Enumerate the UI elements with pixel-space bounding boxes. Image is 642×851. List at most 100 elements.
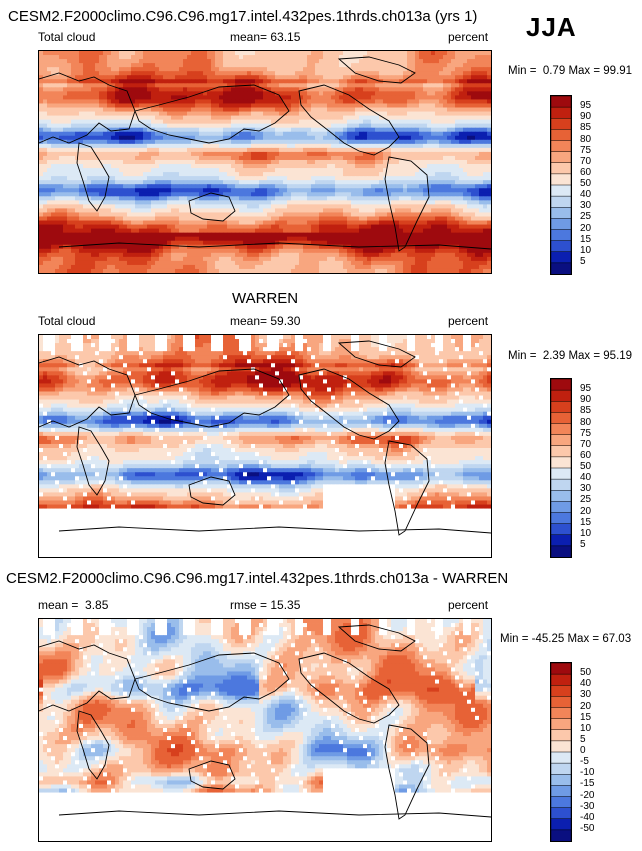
panel2-map <box>38 334 492 558</box>
panel2-minmax: Min = 2.39 Max = 95.19 <box>508 350 632 362</box>
coastline <box>337 340 416 368</box>
colorbar-swatch <box>551 478 571 491</box>
colorbar-swatch <box>551 389 571 402</box>
coastline <box>337 56 416 84</box>
coastline <box>134 84 290 144</box>
coastline <box>39 640 136 712</box>
colorbar-tick-label: 90 <box>580 394 592 406</box>
panel1-map <box>38 50 492 274</box>
colorbar-tick-label: 40 <box>580 189 592 201</box>
coastline <box>298 368 400 440</box>
panel2-max-label: Max = <box>568 350 601 362</box>
map-field-cells <box>39 51 491 273</box>
colorbar-tick-label: 20 <box>580 700 592 712</box>
colorbar-tick-label: 15 <box>580 516 592 528</box>
panel3-colorbar <box>550 662 572 842</box>
colorbar-tick-label: -20 <box>580 789 595 801</box>
colorbar-swatch <box>551 490 571 503</box>
map-field-cells <box>39 335 491 557</box>
coastline <box>384 440 430 536</box>
colorbar-swatch <box>551 96 571 108</box>
colorbar-tick-label: 40 <box>580 472 592 484</box>
panel3-colorbar-swatches <box>551 663 571 841</box>
colorbar-tick-label: -40 <box>580 811 595 823</box>
colorbar-tick-label: 20 <box>580 505 592 517</box>
panel3-map <box>38 618 492 842</box>
colorbar-tick-label: 85 <box>580 122 592 134</box>
colorbar-swatch <box>551 262 571 274</box>
colorbar-swatch <box>551 118 571 131</box>
colorbar-tick-label: 10 <box>580 722 592 734</box>
colorbar-swatch <box>551 412 571 425</box>
colorbar-tick-label: 75 <box>580 427 592 439</box>
panel2-map-field <box>39 335 491 557</box>
panel2-max-value: 95.19 <box>603 350 633 362</box>
colorbar-tick-label: 5 <box>580 733 586 745</box>
colorbar-swatch <box>551 184 571 197</box>
colorbar-swatch <box>551 240 571 253</box>
colorbar-swatch <box>551 129 571 142</box>
colorbar-swatch <box>551 512 571 525</box>
coastline <box>134 368 290 428</box>
coastline <box>384 724 430 820</box>
colorbar-swatch <box>551 829 571 841</box>
colorbar-swatch <box>551 807 571 820</box>
panel1-minmax: Min = 0.79 Max = 99.91 <box>508 65 632 77</box>
panel2-mean-label: mean= <box>230 314 268 328</box>
colorbar-swatch <box>551 796 571 809</box>
colorbar-tick-label: 70 <box>580 155 592 167</box>
colorbar-swatch <box>551 456 571 469</box>
panel3-max-value: 67.03 <box>602 633 632 645</box>
panel2-units: percent <box>448 314 489 328</box>
colorbar-swatch <box>551 762 571 775</box>
panel2-mean-value: 59.30 <box>270 314 301 328</box>
colorbar-swatch <box>551 523 571 536</box>
colorbar-tick-label: 50 <box>580 461 592 472</box>
colorbar-swatch <box>551 685 571 698</box>
coastline <box>188 476 236 506</box>
colorbar-swatch <box>551 785 571 798</box>
panel1-variable: Total cloud <box>38 30 96 44</box>
coastline <box>76 710 110 780</box>
panel3-mean-label: mean = <box>38 598 79 612</box>
colorbar-swatch <box>551 106 571 119</box>
panel1-max-value: 99.91 <box>603 65 633 77</box>
season-label: JJA <box>526 12 577 42</box>
colorbar-tick-label: 95 <box>580 100 592 112</box>
colorbar-tick-label: -5 <box>580 756 589 768</box>
panel1-mean: mean= 63.15 <box>230 30 300 44</box>
panel2-variable: Total cloud <box>38 314 96 328</box>
panel1-title: CESM2.F2000climo.C96.C96.mg17.intel.432p… <box>8 8 478 25</box>
colorbar-swatch <box>551 151 571 164</box>
coastline <box>188 760 236 790</box>
panel2-colorbar-swatches <box>551 379 571 557</box>
colorbar-swatch <box>551 162 571 175</box>
coastline <box>76 426 110 496</box>
panel1-colorbar <box>550 95 572 275</box>
colorbar-tick-label: 15 <box>580 711 592 723</box>
colorbar-swatch <box>551 445 571 458</box>
colorbar-tick-label: 30 <box>580 483 592 495</box>
colorbar-swatch <box>551 229 571 242</box>
coastline <box>298 652 400 724</box>
coastline <box>337 624 416 652</box>
colorbar-swatch <box>551 740 571 753</box>
colorbar-tick-label: 80 <box>580 416 592 428</box>
colorbar-tick-label: -10 <box>580 767 595 779</box>
coastline <box>188 192 236 222</box>
panel2-min-value: 2.39 <box>542 350 566 362</box>
colorbar-swatch <box>551 545 571 557</box>
panel3-rmse-value: 15.35 <box>270 598 301 612</box>
panel1-colorbar-swatches <box>551 96 571 274</box>
coastline <box>58 526 491 534</box>
panel1-mean-value: 63.15 <box>270 30 301 44</box>
coastline <box>384 156 430 252</box>
coastline <box>298 84 400 156</box>
colorbar-tick-label: 85 <box>580 405 592 417</box>
colorbar-tick-label: 30 <box>580 200 592 212</box>
colorbar-swatch <box>551 751 571 764</box>
colorbar-tick-label: -30 <box>580 800 595 812</box>
colorbar-swatch <box>551 218 571 231</box>
coastline <box>76 142 110 212</box>
colorbar-tick-label: 50 <box>580 667 592 679</box>
